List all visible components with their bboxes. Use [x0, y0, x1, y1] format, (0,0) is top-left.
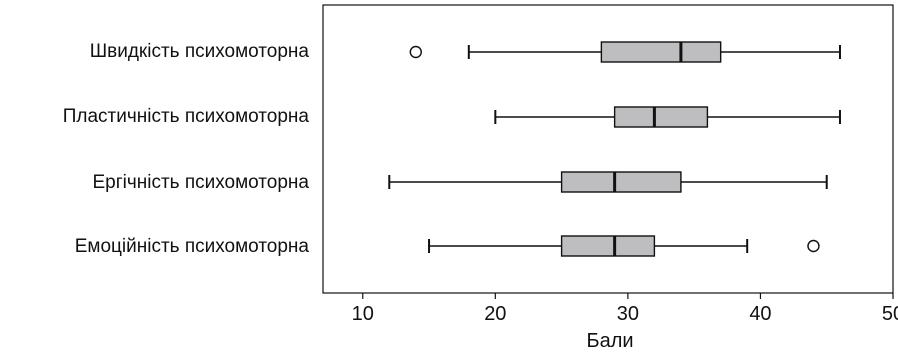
x-axis-title: Бали: [586, 330, 633, 352]
box-group-3: [428, 235, 820, 257]
outlier-point-0-0: [409, 45, 422, 59]
iqr-box-0: [600, 41, 722, 63]
category-label-shvydkist: Швидкість психомоторна: [90, 41, 310, 62]
category-label-plastychnist: Пластичність психомоторна: [63, 106, 310, 127]
boxes: [388, 41, 841, 257]
x-axis: 10 20 30 40 50: [352, 293, 898, 325]
iqr-box-2: [560, 171, 682, 193]
box-group-0: [409, 41, 841, 63]
iqr-box-1: [613, 106, 709, 128]
x-tick-label-0: 10: [352, 303, 374, 325]
x-tick-label-4: 50: [882, 303, 898, 325]
x-tick-label-2: 30: [617, 303, 639, 325]
box-group-1: [494, 106, 841, 128]
x-tick-label-1: 20: [484, 303, 506, 325]
category-label-ergichnist: Ергічність психомоторна: [92, 172, 309, 193]
box-group-2: [388, 171, 828, 193]
iqr-box-3: [560, 235, 656, 257]
x-tick-label-3: 40: [749, 303, 771, 325]
plot-area: [322, 4, 894, 294]
category-labels: Швидкість психомоторна Пластичність псих…: [63, 41, 310, 257]
outlier-point-3-0: [807, 239, 820, 253]
category-label-emotsiinist: Емоційність психомоторна: [75, 236, 310, 257]
